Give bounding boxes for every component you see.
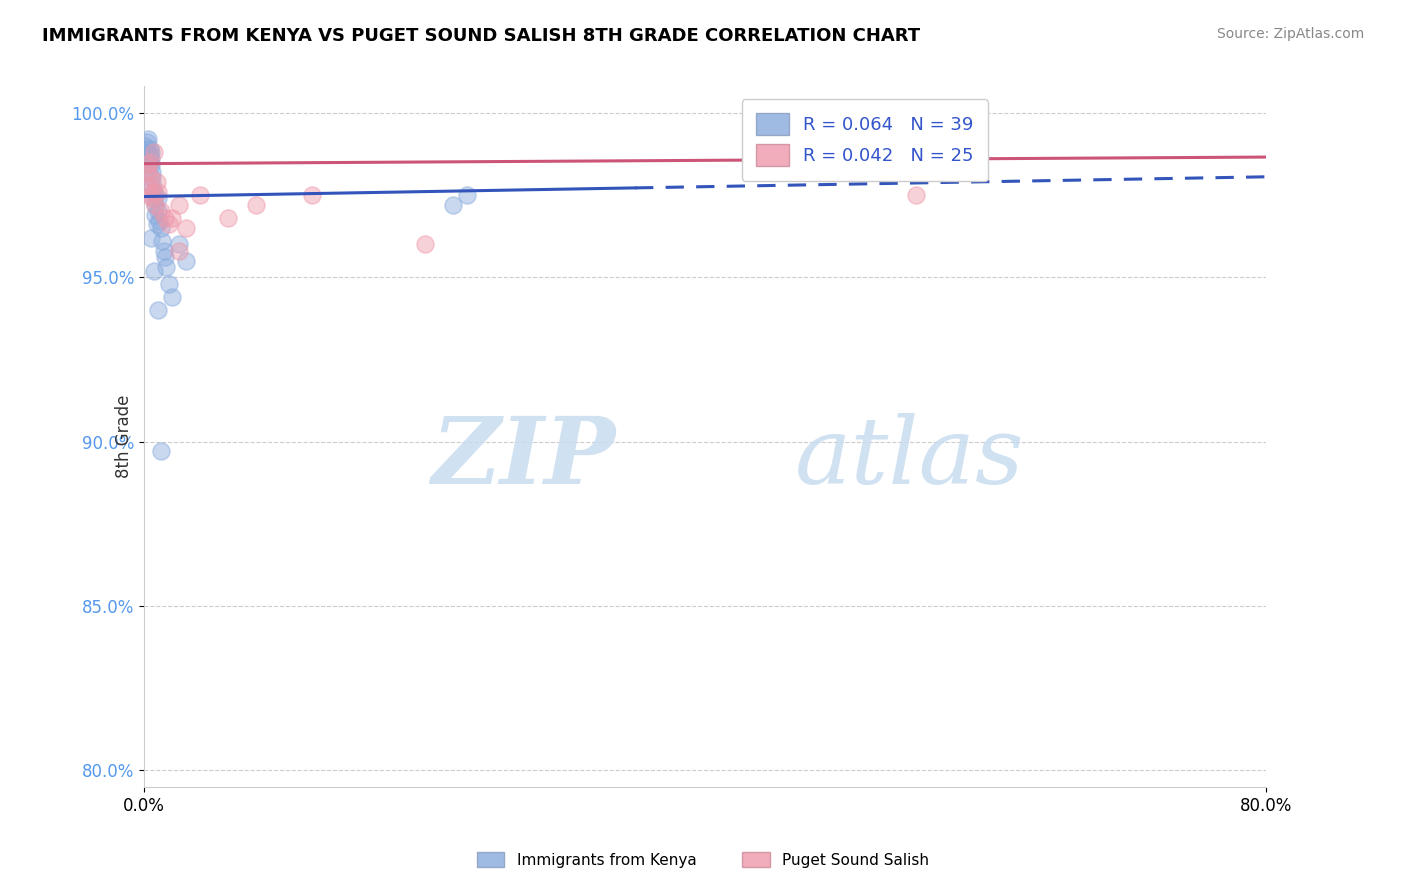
Point — [217, 211, 239, 225]
Point — [146, 204, 169, 219]
Point — [141, 178, 163, 192]
Point — [143, 208, 166, 222]
Point — [157, 218, 180, 232]
Point — [136, 165, 159, 179]
Text: ZIP: ZIP — [432, 413, 616, 502]
Point — [139, 230, 162, 244]
Point — [136, 148, 159, 162]
Point — [141, 165, 163, 179]
Point — [441, 198, 464, 212]
Point — [148, 214, 170, 228]
Point — [142, 191, 165, 205]
Point — [149, 220, 172, 235]
Point — [139, 145, 162, 160]
Point — [160, 290, 183, 304]
Point — [146, 303, 169, 318]
Point — [145, 218, 167, 232]
Legend: Immigrants from Kenya, Puget Sound Salish: Immigrants from Kenya, Puget Sound Salis… — [471, 846, 935, 873]
Point — [160, 211, 183, 225]
Point — [134, 138, 156, 153]
Point — [136, 178, 159, 192]
Point — [138, 155, 160, 169]
Point — [149, 444, 172, 458]
Point — [167, 237, 190, 252]
Point — [413, 237, 436, 252]
Point — [167, 198, 190, 212]
Point — [145, 175, 167, 189]
Point — [167, 244, 190, 258]
Point — [142, 263, 165, 277]
Point — [301, 187, 323, 202]
Text: Source: ZipAtlas.com: Source: ZipAtlas.com — [1216, 27, 1364, 41]
Point — [139, 171, 162, 186]
Point — [138, 142, 160, 156]
Point — [904, 158, 927, 172]
Point — [174, 253, 197, 268]
Point — [245, 198, 267, 212]
Point — [141, 171, 163, 186]
Point — [149, 204, 172, 219]
Point — [136, 132, 159, 146]
Point — [138, 155, 160, 169]
Text: atlas: atlas — [794, 413, 1025, 502]
Point — [153, 211, 176, 225]
Point — [135, 142, 157, 156]
Legend: R = 0.064   N = 39, R = 0.042   N = 25: R = 0.064 N = 39, R = 0.042 N = 25 — [741, 99, 988, 181]
Point — [142, 185, 165, 199]
Point — [135, 135, 157, 149]
Point — [141, 191, 163, 205]
Point — [139, 158, 162, 172]
Point — [155, 260, 177, 275]
Point — [138, 148, 160, 162]
Point — [157, 277, 180, 291]
Point — [134, 145, 156, 160]
Point — [139, 152, 162, 166]
Y-axis label: 8th Grade: 8th Grade — [115, 395, 132, 478]
Point — [152, 244, 174, 258]
Point — [174, 220, 197, 235]
Point — [146, 185, 169, 199]
Point — [456, 187, 478, 202]
Point — [138, 187, 160, 202]
Point — [904, 187, 927, 202]
Point — [143, 198, 166, 212]
Point — [143, 198, 166, 212]
Point — [150, 234, 173, 248]
Point — [142, 145, 165, 160]
Point — [146, 191, 169, 205]
Point — [135, 158, 157, 172]
Text: IMMIGRANTS FROM KENYA VS PUGET SOUND SALISH 8TH GRADE CORRELATION CHART: IMMIGRANTS FROM KENYA VS PUGET SOUND SAL… — [42, 27, 921, 45]
Point — [188, 187, 211, 202]
Point — [153, 251, 176, 265]
Point — [142, 185, 165, 199]
